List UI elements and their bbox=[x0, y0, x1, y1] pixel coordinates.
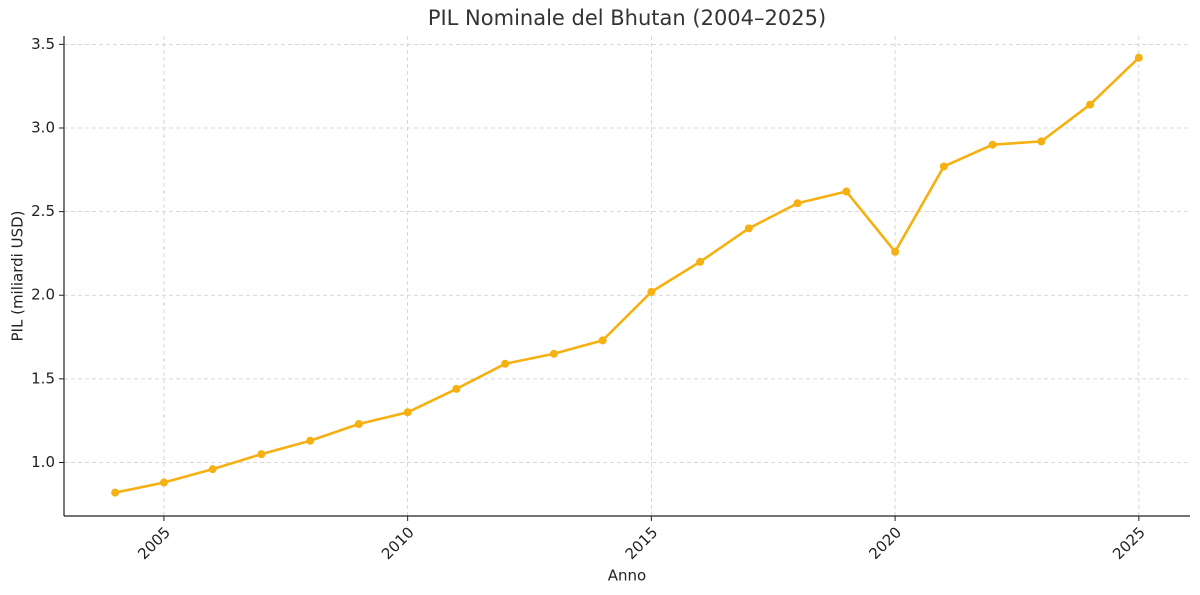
data-point bbox=[452, 384, 461, 393]
data-point bbox=[988, 140, 997, 149]
data-point bbox=[1037, 137, 1046, 146]
data-point bbox=[306, 436, 315, 445]
y-axis-label: PIL (miliardi USD) bbox=[9, 210, 27, 341]
y-tick-label: 3.5 bbox=[31, 35, 55, 53]
data-line bbox=[114, 56, 1140, 494]
data-point bbox=[891, 247, 900, 256]
data-point bbox=[744, 224, 753, 233]
x-tick-label: 2025 bbox=[1109, 523, 1149, 563]
y-tick-label: 2.5 bbox=[31, 202, 55, 220]
x-tick-label: 2015 bbox=[622, 523, 662, 563]
data-point bbox=[598, 336, 607, 345]
x-tick-label: 2005 bbox=[134, 523, 174, 563]
data-point bbox=[501, 359, 510, 368]
data-point bbox=[208, 465, 217, 474]
data-point bbox=[1134, 53, 1143, 62]
data-point bbox=[257, 450, 266, 459]
data-point bbox=[159, 478, 168, 487]
data-point bbox=[842, 187, 851, 196]
data-point bbox=[111, 488, 120, 497]
data-point bbox=[939, 162, 948, 171]
data-point bbox=[549, 349, 558, 358]
y-tick-label: 2.0 bbox=[31, 286, 55, 304]
data-point bbox=[647, 287, 656, 296]
x-axis-label: Anno bbox=[608, 567, 646, 585]
y-tick-label: 3.0 bbox=[31, 118, 55, 136]
data-point bbox=[696, 257, 705, 266]
y-tick-label: 1.5 bbox=[31, 369, 55, 387]
y-tick-label: 1.0 bbox=[31, 453, 55, 471]
data-point bbox=[403, 408, 412, 417]
data-point bbox=[354, 420, 363, 429]
data-point bbox=[793, 199, 802, 208]
x-tick-label: 2020 bbox=[865, 523, 905, 563]
data-point bbox=[1086, 100, 1095, 109]
x-tick-label: 2010 bbox=[378, 523, 418, 563]
chart-title: PIL Nominale del Bhutan (2004–2025) bbox=[428, 6, 826, 30]
